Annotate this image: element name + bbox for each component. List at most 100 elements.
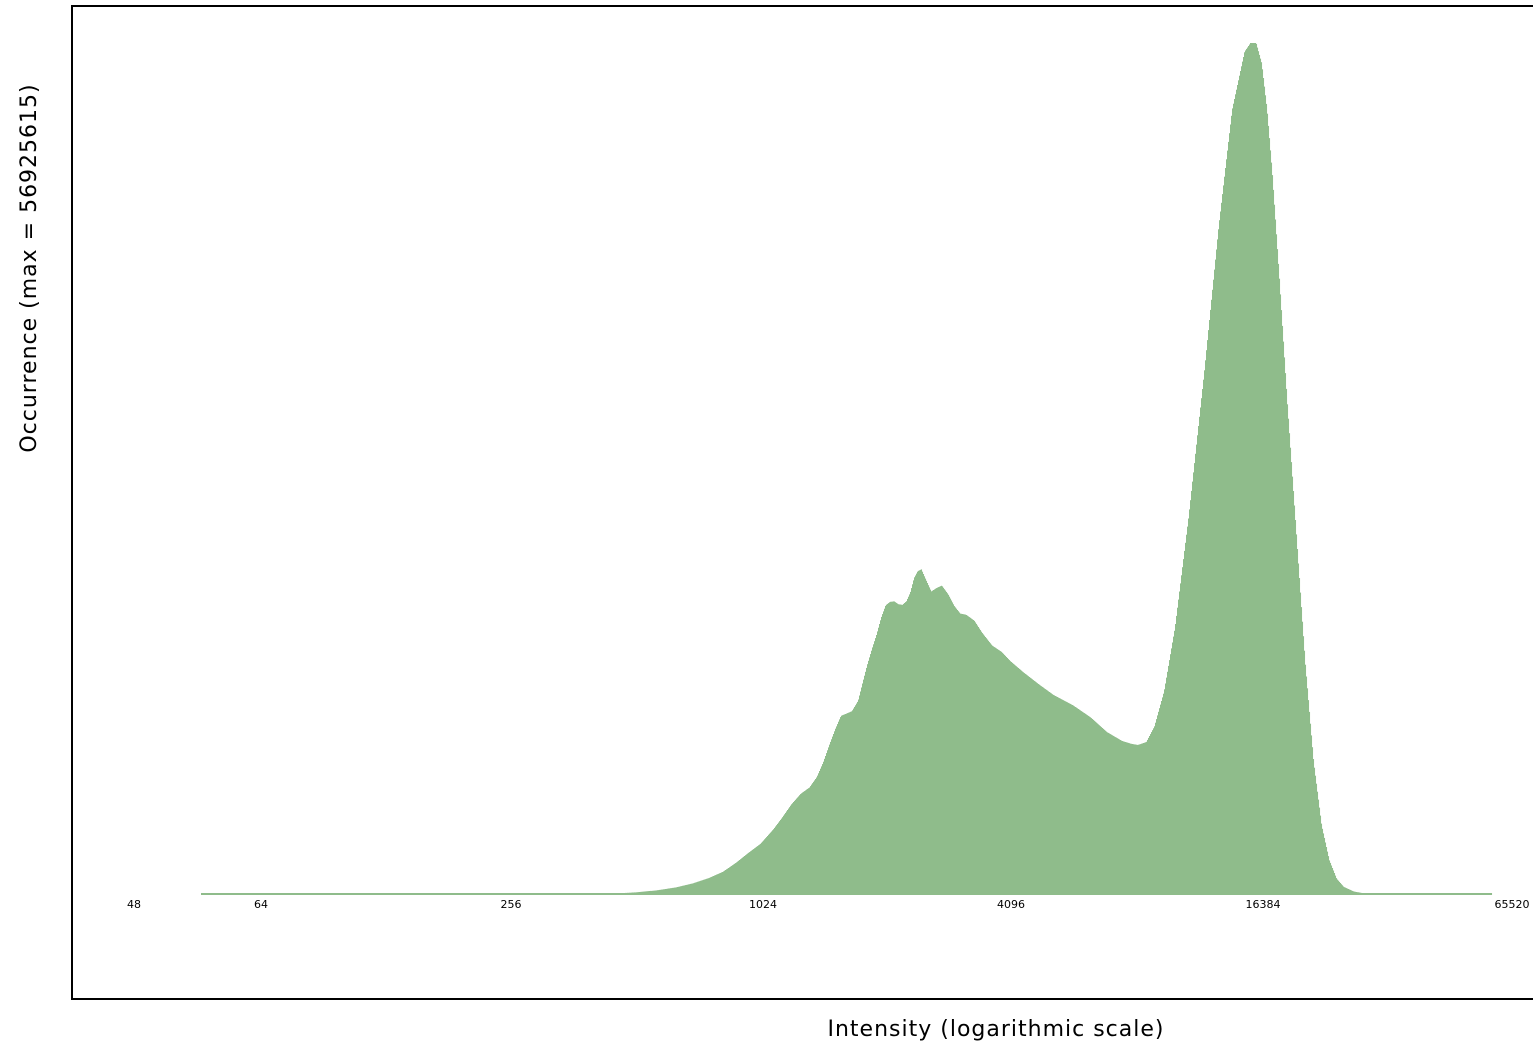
- histogram-bin: [761, 842, 763, 895]
- histogram-bin: [995, 647, 997, 895]
- histogram-bin: [701, 880, 703, 895]
- histogram-bin: [956, 608, 958, 895]
- histogram-bin: [322, 893, 324, 895]
- histogram-bin: [576, 893, 578, 895]
- histogram-bin: [937, 587, 939, 895]
- histogram-bin: [1157, 715, 1159, 895]
- histogram-bin: [663, 889, 665, 895]
- histogram-bin: [1072, 705, 1074, 895]
- histogram-bin: [312, 893, 314, 895]
- histogram-bin: [1474, 893, 1476, 895]
- histogram-bin: [975, 622, 977, 895]
- histogram-bin: [486, 893, 488, 895]
- histogram-bin: [837, 724, 839, 895]
- histogram-bin: [714, 875, 716, 895]
- histogram-bin: [1378, 893, 1380, 895]
- histogram-bin: [571, 893, 573, 895]
- histogram-bin: [523, 893, 525, 895]
- histogram-bin: [635, 892, 637, 895]
- histogram-bin: [453, 893, 455, 895]
- histogram-bin: [815, 779, 817, 895]
- histogram-bin: [1049, 692, 1051, 895]
- histogram-bin: [941, 585, 943, 895]
- histogram-bin: [839, 719, 841, 895]
- histogram-bin: [1233, 103, 1235, 895]
- histogram-bin: [417, 893, 419, 895]
- histogram-bin: [489, 893, 491, 895]
- histogram-bin: [557, 893, 559, 895]
- histogram-bin: [1323, 833, 1325, 895]
- histogram-bin: [1119, 739, 1121, 895]
- histogram-bin: [1148, 737, 1150, 895]
- histogram-bin: [1383, 893, 1385, 895]
- histogram-bin: [1318, 799, 1320, 895]
- histogram-bin: [957, 610, 959, 895]
- histogram-bin: [760, 843, 762, 895]
- histogram-bin: [960, 613, 962, 895]
- histogram-bin: [1398, 893, 1400, 895]
- histogram-bin: [551, 893, 553, 895]
- histogram-bin: [1364, 893, 1366, 895]
- histogram-bin: [1473, 893, 1475, 895]
- histogram-bin: [1235, 94, 1237, 896]
- histogram-bin: [1299, 578, 1301, 895]
- histogram-bin: [1265, 95, 1267, 896]
- histogram-bin: [309, 893, 311, 895]
- histogram-bin: [1252, 43, 1254, 895]
- histogram-bin: [218, 893, 220, 895]
- histogram-bin: [1146, 741, 1148, 895]
- histogram-bin: [1094, 720, 1096, 895]
- histogram-bin: [1337, 879, 1339, 895]
- histogram-bin: [204, 893, 206, 895]
- histogram-bin: [1056, 696, 1058, 895]
- histogram-bin: [495, 893, 497, 895]
- histogram-bin: [836, 726, 838, 895]
- histogram-bin: [675, 887, 677, 895]
- histogram-bin: [272, 893, 274, 895]
- histogram-bin: [395, 893, 397, 895]
- histogram-bin: [892, 601, 894, 895]
- histogram-bin: [268, 893, 270, 895]
- histogram-bin: [988, 640, 990, 895]
- histogram-bin: [1006, 657, 1008, 895]
- histogram-bin: [1421, 893, 1423, 895]
- histogram-bin: [1464, 893, 1466, 895]
- histogram-bin: [1221, 202, 1223, 896]
- histogram-bin: [1126, 742, 1128, 895]
- histogram-bin: [1099, 725, 1101, 895]
- histogram-bin: [1035, 681, 1037, 895]
- histogram-bin: [980, 630, 982, 895]
- histogram-bin: [501, 893, 503, 895]
- histogram-bin: [588, 893, 590, 895]
- histogram-bin: [785, 812, 787, 895]
- histogram-bin: [492, 893, 494, 895]
- histogram-bin: [915, 575, 917, 895]
- histogram-bin: [479, 893, 481, 895]
- histogram-bin: [424, 893, 426, 895]
- histogram-bin: [630, 892, 632, 895]
- histogram-bin: [1335, 875, 1337, 895]
- histogram-bin: [1037, 683, 1039, 895]
- histogram-bin: [1358, 892, 1360, 895]
- histogram-bin: [327, 893, 329, 895]
- histogram-bin: [875, 638, 877, 895]
- histogram-bin: [325, 893, 327, 895]
- histogram-bin: [926, 580, 928, 895]
- histogram-bin: [814, 780, 816, 895]
- histogram-bin: [655, 890, 657, 895]
- histogram-bin: [530, 893, 532, 895]
- histogram-bin: [392, 893, 394, 895]
- histogram-bin: [1008, 659, 1010, 895]
- histogram-bin: [715, 875, 717, 895]
- histogram-bin: [803, 791, 805, 895]
- histogram-bin: [1259, 54, 1261, 895]
- histogram-bin: [1285, 373, 1287, 896]
- histogram-bin: [373, 893, 375, 895]
- histogram-bin: [340, 893, 342, 895]
- histogram-bin: [1416, 893, 1418, 895]
- histogram-bin: [1346, 888, 1348, 895]
- histogram-bin: [1152, 730, 1154, 895]
- histogram-bin: [1465, 893, 1467, 895]
- histogram-bin: [288, 893, 290, 895]
- histogram-bin: [1480, 893, 1482, 895]
